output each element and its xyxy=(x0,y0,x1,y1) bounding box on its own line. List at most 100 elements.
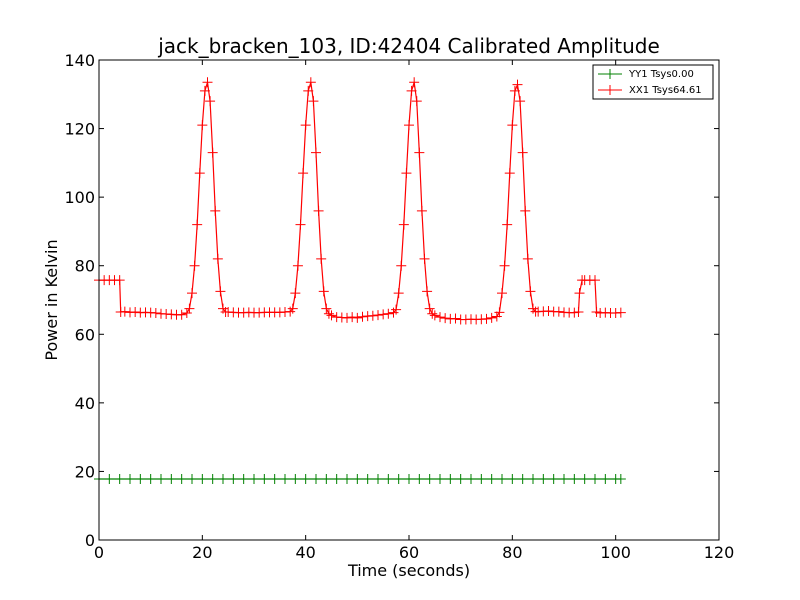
data-point xyxy=(269,473,280,484)
legend: YY1 Tsys0.00 XX1 Tsys64.61 xyxy=(592,64,714,100)
data-point xyxy=(321,303,332,314)
data-point xyxy=(435,312,445,323)
x-tick-label: 120 xyxy=(704,543,735,562)
data-point xyxy=(509,85,520,96)
data-point xyxy=(414,473,425,484)
data-point xyxy=(396,260,407,271)
legend-entry-xx1: XX1 Tsys64.61 xyxy=(598,85,702,96)
chart-title: jack_bracken_103, ID:42404 Calibrated Am… xyxy=(157,34,660,58)
data-point xyxy=(427,308,438,319)
x-axis-label: Time (seconds) xyxy=(347,561,470,580)
data-point xyxy=(210,205,221,216)
data-point xyxy=(393,288,404,299)
data-point xyxy=(378,309,389,320)
data-point xyxy=(135,473,146,484)
data-point xyxy=(197,473,208,484)
data-point xyxy=(507,120,518,131)
data-point xyxy=(104,473,115,484)
data-point xyxy=(401,168,412,179)
data-point xyxy=(290,288,301,299)
data-point xyxy=(383,473,394,484)
data-point xyxy=(308,96,319,107)
data-point xyxy=(574,288,585,299)
legend-entry-yy1: YY1 Tsys0.00 xyxy=(598,69,694,80)
data-point xyxy=(422,286,433,297)
data-point xyxy=(455,473,466,484)
data-point xyxy=(411,96,422,107)
data-point xyxy=(119,306,130,317)
x-tick-label: 100 xyxy=(600,543,631,562)
data-point xyxy=(156,473,166,484)
data-point xyxy=(130,307,141,317)
data-point xyxy=(409,77,420,88)
y-axis-label: Power in Kelvin xyxy=(42,239,61,360)
data-point xyxy=(515,96,526,107)
data-point xyxy=(321,473,332,484)
data-point xyxy=(218,473,228,484)
data-point xyxy=(367,310,378,321)
data-point xyxy=(342,473,352,484)
axis-ticks: 0 20 40 60 80 100 120 0 20 40 60 80 100 120 140 xyxy=(64,51,734,562)
data-point xyxy=(502,219,513,230)
data-point xyxy=(512,79,523,90)
x-tick-label: 0 xyxy=(94,543,104,562)
data-point xyxy=(600,473,611,484)
data-point xyxy=(424,473,435,484)
data-point xyxy=(528,473,538,484)
data-point xyxy=(435,473,445,484)
series-line xyxy=(99,82,621,321)
legend-label-xx1: XX1 Tsys64.61 xyxy=(629,85,702,96)
data-point xyxy=(559,473,569,484)
data-point xyxy=(347,312,358,323)
data-point xyxy=(569,307,580,318)
data-point xyxy=(538,473,549,484)
y-tick-label: 120 xyxy=(64,120,95,139)
data-point xyxy=(494,307,505,318)
data-point xyxy=(323,308,334,319)
data-point xyxy=(504,168,515,179)
data-point xyxy=(207,473,218,484)
data-point xyxy=(318,286,329,297)
data-point xyxy=(300,473,311,484)
data-point xyxy=(362,473,373,484)
data-point xyxy=(481,313,492,324)
data-point xyxy=(373,310,383,321)
data-point xyxy=(497,473,507,484)
data-point xyxy=(406,85,417,96)
data-point xyxy=(352,473,363,484)
data-point xyxy=(450,313,461,324)
data-point xyxy=(300,120,311,131)
data-point xyxy=(166,473,177,484)
data-point xyxy=(215,286,226,297)
data-point xyxy=(543,305,554,316)
data-point xyxy=(393,473,404,484)
plot-area xyxy=(94,77,626,484)
data-point xyxy=(357,311,368,322)
data-point xyxy=(192,219,203,230)
data-point xyxy=(326,310,337,321)
data-point xyxy=(187,473,197,484)
data-point xyxy=(522,253,533,264)
data-point xyxy=(590,473,600,484)
data-point xyxy=(280,473,290,484)
data-point xyxy=(292,260,303,271)
data-point xyxy=(491,311,502,322)
y-tick-label: 80 xyxy=(75,257,95,276)
data-point xyxy=(579,473,590,484)
data-point xyxy=(295,219,306,230)
data-point xyxy=(298,168,309,179)
data-point xyxy=(517,473,528,484)
series-0 xyxy=(94,473,626,484)
data-point xyxy=(313,205,324,216)
y-tick-label: 140 xyxy=(64,51,95,70)
data-point xyxy=(176,309,187,320)
data-point xyxy=(590,275,600,286)
data-point xyxy=(440,313,451,324)
y-tick-label: 20 xyxy=(75,462,95,481)
data-point xyxy=(303,85,314,96)
x-tick-label: 40 xyxy=(295,543,315,562)
data-point xyxy=(404,120,414,131)
data-point xyxy=(189,260,200,271)
data-point xyxy=(476,473,487,484)
y-tick-label: 100 xyxy=(64,188,95,207)
